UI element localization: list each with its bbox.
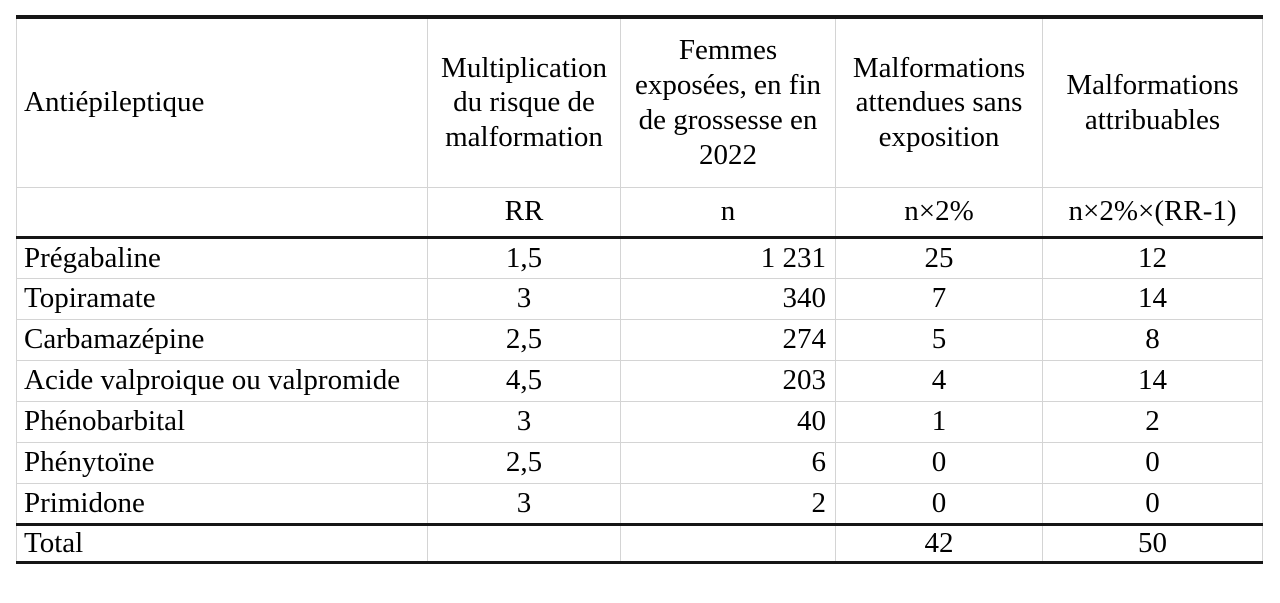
exposed-count-cell: 2: [620, 482, 836, 525]
expected-malformations-cell: 0: [835, 441, 1043, 484]
table-row-topiramate: Topiramate 3 340 7 14: [16, 277, 1263, 320]
drug-name-cell: Topiramate: [16, 277, 428, 320]
exposed-count-cell: 274: [620, 318, 836, 361]
rr-cell: 2,5: [427, 441, 621, 484]
formula-header-rr: RR: [427, 186, 621, 239]
drug-name-cell: Acide valproique ou valpromide: [16, 359, 428, 402]
column-header-risk-multiplication: Multiplication du risque de malformation: [427, 16, 621, 188]
expected-malformations-cell: 5: [835, 318, 1043, 361]
table-row-total: Total 42 50: [16, 522, 1263, 563]
expected-malformations-cell: 1: [835, 400, 1043, 443]
attributable-malformations-cell: 14: [1042, 359, 1263, 402]
column-header-antiepileptique: Antiépileptique: [16, 16, 428, 188]
drug-name-cell: Prégabaline: [16, 236, 428, 279]
drug-name-cell: Phénobarbital: [16, 400, 428, 443]
table-row-phenytoine: Phénytoïne 2,5 6 0 0: [16, 441, 1263, 484]
expected-malformations-cell: 7: [835, 277, 1043, 320]
formula-header-empty: [16, 186, 428, 239]
total-rr-cell: [427, 522, 621, 563]
antiepileptic-risk-table: Antiépileptique Multiplication du risque…: [16, 15, 1263, 564]
formula-header-n: n: [620, 186, 836, 239]
column-header-expected-malformations: Malformations attendues sans exposition: [835, 16, 1043, 188]
rr-cell: 3: [427, 482, 621, 525]
table-row-pregabaline: Prégabaline 1,5 1 231 25 12: [16, 236, 1263, 279]
column-header-exposed-women: Femmes exposées, en fin de grossesse en …: [620, 16, 836, 188]
rr-cell: 3: [427, 400, 621, 443]
drug-name-cell: Carbamazépine: [16, 318, 428, 361]
table-row-primidone: Primidone 3 2 0 0: [16, 482, 1263, 525]
expected-malformations-cell: 4: [835, 359, 1043, 402]
drug-name-cell: Primidone: [16, 482, 428, 525]
formula-header-n2pct: n×2%: [835, 186, 1043, 239]
drug-name-cell: Phénytoïne: [16, 441, 428, 484]
attributable-malformations-cell: 2: [1042, 400, 1263, 443]
attributable-malformations-cell: 12: [1042, 236, 1263, 279]
rr-cell: 2,5: [427, 318, 621, 361]
rr-cell: 4,5: [427, 359, 621, 402]
exposed-count-cell: 6: [620, 441, 836, 484]
total-label-cell: Total: [16, 522, 428, 563]
table-row-phenobarbital: Phénobarbital 3 40 1 2: [16, 400, 1263, 443]
rr-cell: 3: [427, 277, 621, 320]
formula-header-row: RR n n×2% n×2%×(RR-1): [16, 186, 1263, 239]
total-expected-cell: 42: [835, 522, 1043, 563]
attributable-malformations-cell: 0: [1042, 482, 1263, 525]
rr-cell: 1,5: [427, 236, 621, 279]
attributable-malformations-cell: 8: [1042, 318, 1263, 361]
table-row-acide-valproique: Acide valproique ou valpromide 4,5 203 4…: [16, 359, 1263, 402]
exposed-count-cell: 203: [620, 359, 836, 402]
formula-header-n2pct-rr1: n×2%×(RR-1): [1042, 186, 1263, 239]
expected-malformations-cell: 0: [835, 482, 1043, 525]
column-header-attributable-malformations: Malformations attribuables: [1042, 16, 1263, 188]
attributable-malformations-cell: 14: [1042, 277, 1263, 320]
attributable-malformations-cell: 0: [1042, 441, 1263, 484]
exposed-count-cell: 40: [620, 400, 836, 443]
table-row-carbamazepine: Carbamazépine 2,5 274 5 8: [16, 318, 1263, 361]
exposed-count-cell: 1 231: [620, 236, 836, 279]
header-row: Antiépileptique Multiplication du risque…: [16, 16, 1263, 188]
expected-malformations-cell: 25: [835, 236, 1043, 279]
total-attributable-cell: 50: [1042, 522, 1263, 563]
total-exposed-cell: [620, 522, 836, 563]
exposed-count-cell: 340: [620, 277, 836, 320]
